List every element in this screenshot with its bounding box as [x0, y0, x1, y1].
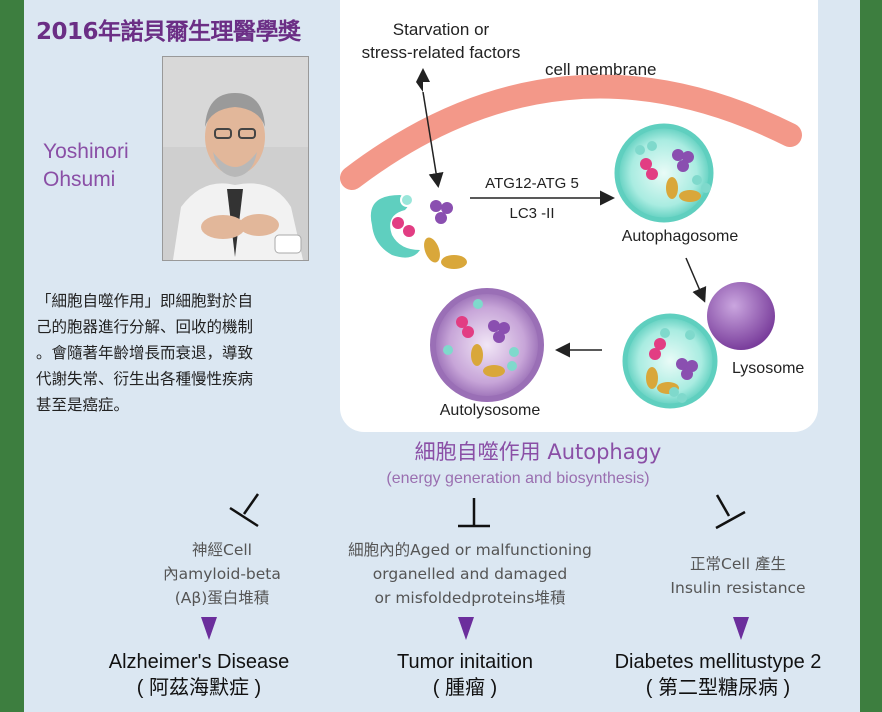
cell-membrane [340, 74, 802, 190]
down-arrow-left [201, 617, 217, 640]
effect-line: 細胞內的Aged or malfunctioning [348, 541, 592, 559]
autophagy-subtitle: (energy generation and biosynthesis) [386, 470, 650, 487]
trigger-line: stress-related factors [361, 43, 521, 62]
laureate-photo [162, 56, 309, 261]
phagophore [370, 195, 420, 258]
down-arrow-center [458, 617, 474, 640]
lysosome-label: Lysosome [732, 360, 805, 377]
effect-line: 內amyloid-beta [163, 565, 281, 583]
trigger-label: Starvation or stress-related factors [362, 18, 521, 64]
disease-tumor: Tumor initaition ( 腫瘤 ) [397, 649, 533, 701]
inhibition-left [229, 493, 260, 528]
effect-line: Insulin resistance [670, 579, 806, 597]
membrane-label: cell membrane [545, 60, 657, 79]
reaction-bottom-label: LC3 -II [509, 205, 555, 222]
disease-name: Diabetes mellitustype 2 [614, 651, 822, 673]
autophagy-title: 細胞自噬作用 Autophagy [414, 440, 662, 464]
effect-diabetes: 正常Cell 產生 Insulin resistance [670, 552, 805, 600]
disease-name-zh: ( 阿茲海默症 ) [136, 677, 262, 699]
description: 「細胞自噬作用」即細胞對於自 己的胞器進行分解、回收的機制 。會隨著年齡增長而衰… [36, 288, 326, 418]
effect-line: organelled and damaged [372, 565, 568, 583]
effect-alzheimer: 神經Cell 內amyloid-beta (Aβ)蛋白堆積 [163, 538, 281, 610]
disease-diabetes: Diabetes mellitustype 2 ( 第二型糖尿病 ) [615, 649, 822, 701]
description-line: 甚至是癌症。 [36, 396, 130, 414]
description-line: 。會隨著年齡增長而衰退，導致 [36, 344, 254, 362]
laureate-last-name: Ohsumi [43, 168, 116, 191]
down-arrow-right [733, 617, 749, 640]
disease-name: Alzheimer's Disease [108, 651, 290, 673]
reaction-top-label: ATG12-ATG 5 [485, 175, 579, 192]
effect-line: 正常Cell 產生 [690, 555, 786, 573]
description-line: 代謝失常、衍生出各種慢性疾病 [36, 370, 254, 388]
autolysosome [430, 288, 544, 402]
right-border [860, 0, 882, 712]
effect-line: (Aβ)蛋白堆積 [174, 589, 270, 607]
trigger-line: Starvation or [392, 20, 490, 39]
disease-name-zh: ( 腫瘤 ) [432, 677, 498, 699]
effect-tumor: 細胞內的Aged or malfunctioning organelled an… [348, 538, 592, 610]
pathway-box [340, 0, 818, 432]
inhibition-right [715, 494, 746, 530]
description-line: 己的胞器進行分解、回收的機制 [36, 318, 254, 336]
effect-line: 神經Cell [192, 541, 252, 559]
description-line: 「細胞自噬作用」即細胞對於自 [36, 292, 254, 310]
inhibition-center [458, 498, 490, 528]
laureate-first-name: Yoshinori [43, 140, 129, 163]
laureate-name: Yoshinori Ohsumi [43, 138, 129, 194]
autophagosome [614, 123, 714, 223]
effect-line: or misfoldedproteins堆積 [374, 589, 566, 607]
autophagosome-label: Autophagosome [621, 228, 739, 245]
autolysosome-label: Autolysosome [439, 402, 541, 419]
lysosome [707, 282, 775, 350]
disease-name-zh: ( 第二型糖尿病 ) [645, 677, 791, 699]
page-title: 2016年諾貝爾生理醫學獎 [36, 19, 301, 45]
disease-name: Tumor initaition [397, 651, 533, 673]
disease-alzheimer: Alzheimer's Disease ( 阿茲海默症 ) [109, 649, 290, 701]
